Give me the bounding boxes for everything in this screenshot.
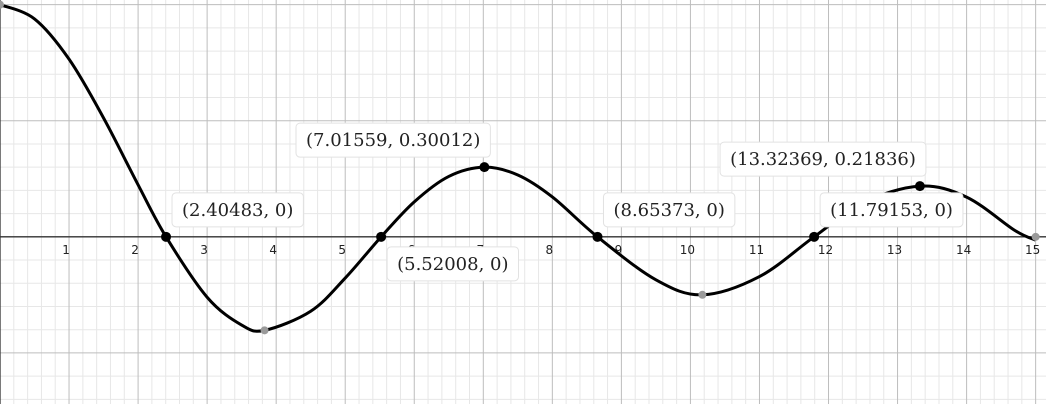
point-label-text: (5.52008, 0) [397, 254, 508, 275]
point-marker[interactable] [376, 231, 387, 242]
x-tick-label: 13 [887, 243, 902, 257]
x-tick-label: 15 [1025, 243, 1040, 257]
point-label-box [295, 122, 491, 158]
point-marker[interactable] [809, 231, 820, 242]
x-tick-label: 8 [546, 243, 554, 257]
x-tick-label: 14 [956, 243, 971, 257]
point-marker-faint[interactable] [1031, 232, 1040, 241]
x-tick-label: 9 [615, 243, 623, 257]
point-label-text: (11.79153, 0) [830, 200, 953, 221]
x-tick-label: 4 [269, 243, 277, 257]
point-label-box [602, 192, 736, 228]
point-marker[interactable] [914, 181, 925, 192]
point-marker-faint[interactable] [698, 290, 707, 299]
point-label-box [386, 246, 519, 282]
x-tick-label: 12 [818, 243, 833, 257]
x-tick-labels: 123456789101112131415 [62, 243, 1040, 257]
point-label-text: (2.40483, 0) [182, 200, 293, 221]
point-label-text: (8.65373, 0) [613, 200, 724, 221]
point-marker[interactable] [161, 231, 172, 242]
x-tick-label: 1 [62, 243, 70, 257]
point-label-box [719, 141, 927, 177]
point-label-box [171, 192, 304, 228]
point-marker-faint[interactable] [260, 326, 269, 335]
point-label-text: (13.32369, 0.21836) [730, 149, 916, 170]
point-labels: (2.40483, 0) (5.52008, 0) (7.01559, 0.3001… [171, 122, 964, 282]
x-tick-label: 3 [200, 243, 208, 257]
point-label-box [819, 192, 964, 228]
point-marker[interactable] [592, 231, 603, 242]
x-tick-label: 2 [131, 243, 139, 257]
point-label-text: (7.01559, 0.30012) [306, 130, 480, 151]
point-marker[interactable] [479, 162, 490, 173]
x-tick-label: 5 [338, 243, 346, 257]
x-tick-label: 10 [680, 243, 695, 257]
x-tick-label: 11 [749, 243, 764, 257]
point-markers [0, 0, 1040, 335]
point-marker-faint[interactable] [0, 0, 4, 9]
